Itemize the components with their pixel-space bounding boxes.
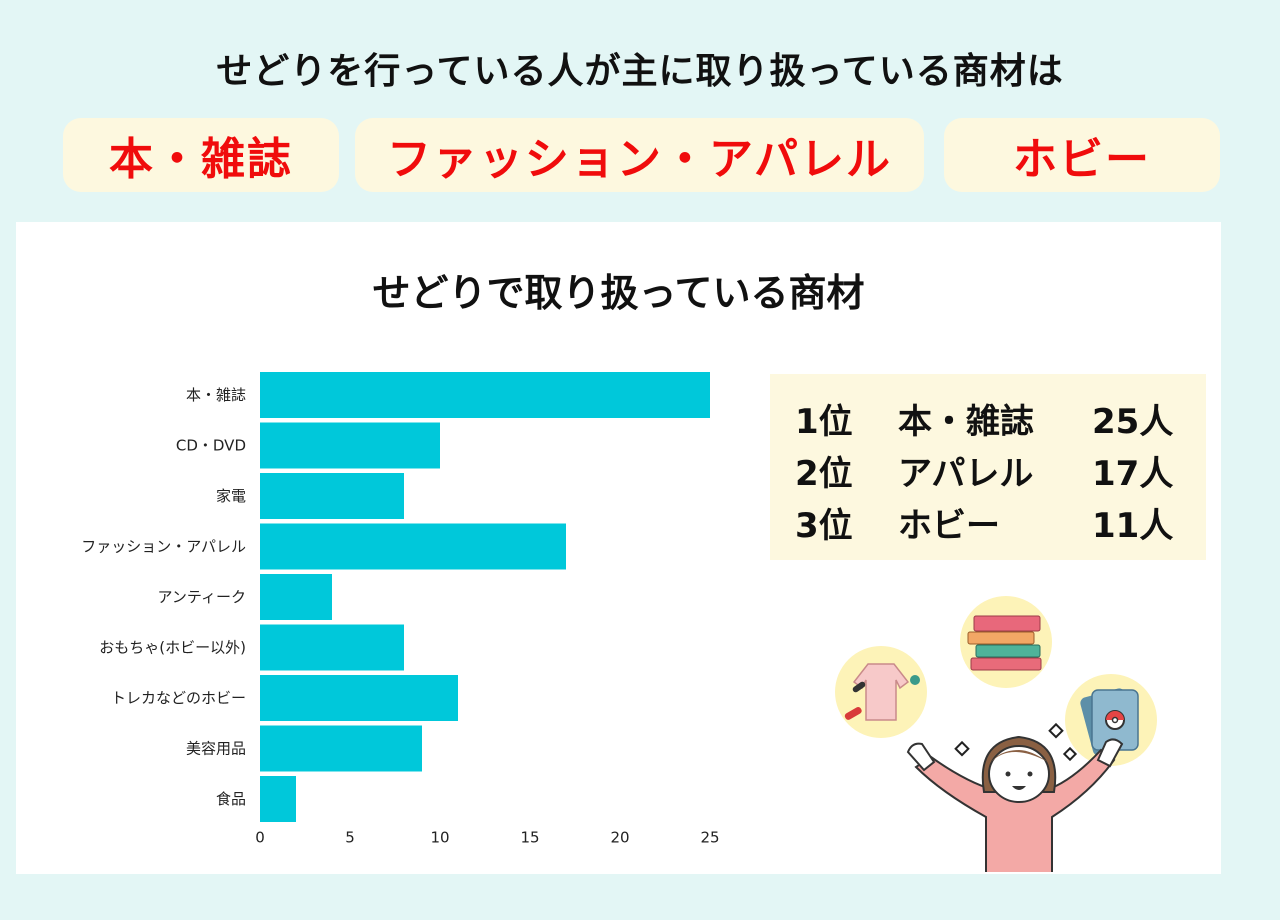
category-label: ファッション・アパレル: [81, 538, 246, 556]
category-label: CD・DVD: [176, 437, 246, 455]
bar: [260, 422, 440, 469]
x-tick-label: 10: [430, 829, 449, 847]
ranking-box: 1位 本・雑誌 25人 2位 アパレル 17人 3位 ホビー 11人: [770, 374, 1206, 560]
books-icon: [960, 596, 1052, 688]
x-tick-label: 25: [700, 829, 719, 847]
x-tick-label: 20: [610, 829, 629, 847]
rank-item: アパレル: [898, 454, 1034, 494]
ranking-row: 2位 アパレル 17人: [770, 446, 1206, 498]
sparkle-icon: [954, 722, 1078, 762]
x-tick-label: 5: [345, 829, 355, 847]
ranking-row: 1位 本・雑誌 25人: [770, 394, 1206, 446]
rank-count: 25人: [1092, 402, 1174, 442]
bar: [260, 574, 332, 620]
category-label: 食品: [216, 790, 246, 808]
chart-panel: せどりで取り扱っている商材 本・雑誌 CD・DVD 家電ファッション・アパレルアンテ…: [16, 222, 1221, 874]
bar: [260, 776, 296, 822]
category-label: 家電: [216, 487, 246, 505]
top-item-fashion-pill: ファッション・アパレル: [355, 118, 924, 192]
bar: [260, 675, 458, 721]
bar-chart: 本・雑誌 CD・DVD 家電ファッション・アパレルアンティークおもちゃ(ホビー以外)…: [81, 372, 720, 847]
category-label: アンティーク: [157, 588, 246, 606]
top-item-hobby-pill: ホビー: [944, 118, 1220, 192]
category-label: 本・雑誌: [186, 386, 246, 404]
trading-card-icon: [1065, 674, 1157, 766]
clothes-icon: [835, 646, 927, 738]
rank-count: 17人: [1092, 454, 1174, 494]
rank-label: 3位: [795, 506, 853, 546]
category-label: おもちゃ(ホビー以外): [99, 639, 246, 657]
rank-count: 11人: [1092, 506, 1174, 546]
bar: [260, 725, 422, 772]
bar: [260, 523, 566, 570]
chart-title: せどりで取り扱っている商材: [372, 271, 865, 315]
person-figure: [906, 735, 1124, 872]
top-item-books-pill: 本・雑誌: [63, 118, 339, 192]
x-tick-label: 15: [520, 829, 539, 847]
person-illustration: [835, 596, 1157, 872]
headline: せどりを行っている人が主に取り扱っている商材は: [216, 51, 1064, 92]
rank-item: ホビー: [898, 506, 1000, 546]
rank-label: 2位: [795, 454, 853, 494]
rank-label: 1位: [795, 402, 853, 442]
category-label: 美容用品: [186, 740, 246, 758]
ranking-row: 3位 ホビー 11人: [770, 498, 1206, 550]
bar: [260, 372, 710, 418]
x-tick-label: 0: [255, 829, 265, 847]
rank-item: 本・雑誌: [898, 402, 1034, 442]
bar: [260, 473, 404, 519]
bar: [260, 624, 404, 671]
category-label: トレカなどのホビー: [111, 689, 246, 707]
